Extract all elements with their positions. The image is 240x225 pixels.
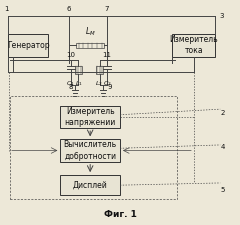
Text: 4: 4 [220,144,225,150]
Text: 11: 11 [102,52,111,58]
Text: $L_2$: $L_2$ [95,79,103,88]
Text: 3: 3 [219,13,224,19]
Bar [75,65,82,74]
Text: Дисплей: Дисплей [73,181,108,190]
Text: 2: 2 [220,110,225,115]
Text: $L_1$: $L_1$ [75,79,83,88]
Text: 1: 1 [4,6,9,11]
Text: Вычислитель
добротности: Вычислитель добротности [64,140,117,161]
Text: 5: 5 [220,187,225,193]
Text: Фиг. 1: Фиг. 1 [104,210,136,219]
Bar [96,65,103,74]
Text: Измеритель
напряжении: Измеритель напряжении [65,107,116,127]
Bar [76,43,104,48]
Text: 8: 8 [69,84,73,90]
FancyBboxPatch shape [60,175,120,195]
FancyBboxPatch shape [60,106,120,128]
FancyBboxPatch shape [60,139,120,162]
FancyBboxPatch shape [173,34,216,57]
Text: 10: 10 [66,52,76,58]
Text: 6: 6 [66,6,71,11]
Text: 7: 7 [105,6,109,11]
Text: 9: 9 [107,84,112,90]
FancyBboxPatch shape [8,34,48,57]
Text: $C_2$: $C_2$ [103,79,112,88]
Text: $L_M$: $L_M$ [85,25,96,38]
Text: Измеритель
тока: Измеритель тока [170,35,218,56]
Text: Генератор: Генератор [7,41,49,50]
Text: $C_1$: $C_1$ [66,79,75,88]
